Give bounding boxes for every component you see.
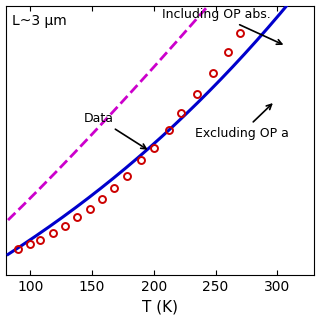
Text: Including OP abs.: Including OP abs. — [163, 8, 282, 44]
X-axis label: T (K): T (K) — [142, 300, 178, 315]
Text: L~3 μm: L~3 μm — [12, 14, 67, 28]
Text: Excluding OP a: Excluding OP a — [195, 104, 288, 140]
Text: Data: Data — [84, 112, 146, 149]
